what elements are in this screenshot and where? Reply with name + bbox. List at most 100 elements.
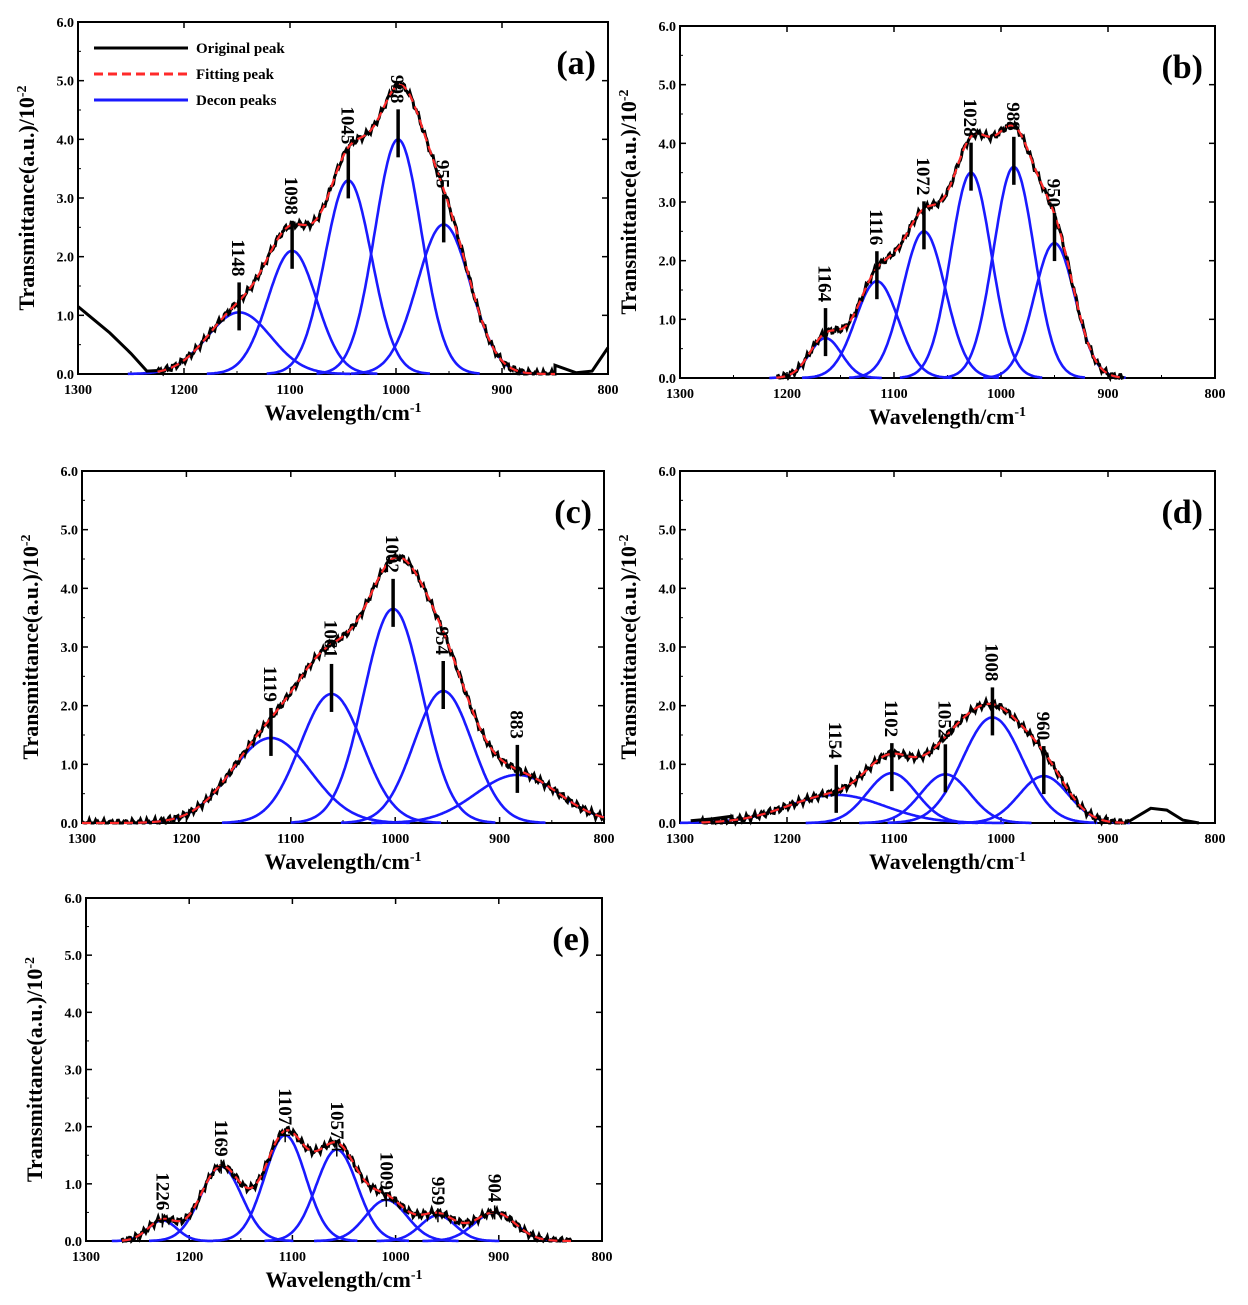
chart-panel-b: 1300 1200 1100 1000 900 800 0.0 1.0 2.0 3.0 4.0 5.0…: [616, 20, 1226, 429]
y-tick-label: 0.0: [65, 1235, 83, 1250]
plot-frame-b: [679, 25, 1216, 379]
x-tick-label: 800: [1205, 387, 1226, 402]
y-tick-label: 0.0: [61, 817, 79, 832]
y-axis-title-sup: -2: [15, 85, 30, 97]
y-tick-label: 3.0: [659, 196, 677, 211]
x-axis-title-sup: -1: [410, 401, 422, 416]
y-tick-label: 0.0: [57, 368, 75, 383]
panel-label-a: (a): [556, 45, 596, 82]
panel-label-d: (d): [1161, 494, 1203, 531]
chart-panel-d: 1300 1200 1100 1000 900 800 0.0 1.0 2.0 3.0 4.0 5.0…: [616, 465, 1226, 874]
x-tick-label: 1300: [666, 387, 694, 402]
y-tick-label: 1.0: [57, 309, 75, 324]
fitting-peak-curve: [82, 556, 605, 825]
y-tick-label: 6.0: [65, 892, 83, 907]
y-axis-title-text: Transmittance(a.u.)/10: [14, 97, 39, 310]
x-axis-title-sup: -1: [1014, 405, 1026, 420]
y-tick-label: 0.0: [659, 372, 677, 387]
y-axis-title-text: Transmittance(a.u.)/10: [616, 101, 641, 314]
y-axis-title: Transmittance(a.u.)/10-2: [18, 534, 43, 759]
peak-label-1154: 1154: [824, 722, 845, 759]
x-axis-title-sup: -1: [410, 850, 422, 865]
x-tick-label: 900: [1098, 832, 1119, 847]
fitting-peak-curve: [157, 83, 555, 376]
chart-panel-c: 1300 1200 1100 1000 900 800 0.0 1.0 2.0 3.0 4.0 5.0…: [18, 465, 615, 874]
x-tick-label: 1100: [880, 387, 907, 402]
x-tick-label: 800: [598, 383, 619, 398]
y-tick-label: 2.0: [61, 700, 79, 715]
peak-label-998: 998: [386, 75, 407, 104]
peak-label-1102: 1102: [880, 700, 901, 737]
y-axis-title-sup: -2: [23, 957, 38, 969]
x-tick-label: 1000: [382, 1250, 410, 1265]
y-tick-label: 1.0: [659, 758, 677, 773]
y-axis-title-text: Transmittance(a.u.)/10: [22, 969, 47, 1182]
peak-label-1008: 1008: [980, 643, 1001, 681]
x-tick-label: 1100: [276, 383, 303, 398]
y-axis-title: Transmittance(a.u.)/10-2: [616, 89, 641, 314]
x-axis-title: Wavelength/cm-1: [869, 849, 1026, 874]
x-tick-label: 800: [1205, 832, 1226, 847]
x-tick-label: 900: [489, 832, 510, 847]
x-axis-title: Wavelength/cm-1: [869, 404, 1026, 429]
x-tick-label: 1200: [175, 1250, 203, 1265]
y-tick-label: 2.0: [659, 700, 677, 715]
y-tick-label: 5.0: [57, 75, 75, 90]
y-tick-label: 4.0: [57, 133, 75, 148]
peak-label-960: 960: [1032, 712, 1053, 741]
x-axis-title-sup: -1: [411, 1268, 423, 1283]
x-tick-label: 1300: [64, 383, 92, 398]
x-tick-label: 1000: [987, 387, 1015, 402]
y-axis-title-sup: -2: [617, 534, 632, 546]
decon-peak-curve-950: [983, 241, 1126, 379]
y-tick-label: 3.0: [57, 192, 75, 207]
peak-label-959: 959: [427, 1177, 448, 1206]
x-tick-label: 800: [592, 1250, 613, 1265]
x-tick-label: 1100: [880, 832, 907, 847]
peak-label-955: 955: [432, 160, 453, 189]
y-tick-label: 1.0: [659, 313, 677, 328]
x-tick-label: 1000: [987, 832, 1015, 847]
y-axis-title-text: Transmittance(a.u.)/10: [18, 546, 43, 759]
peak-label-1061: 1061: [320, 620, 341, 658]
x-axis-title: Wavelength/cm-1: [264, 400, 421, 425]
x-tick-label: 900: [488, 1250, 509, 1265]
peak-label-1009: 1009: [375, 1152, 396, 1190]
y-tick-label: 6.0: [61, 465, 79, 480]
x-tick-label: 1300: [68, 832, 96, 847]
y-tick-label: 1.0: [61, 758, 79, 773]
x-tick-label: 1100: [279, 1250, 306, 1265]
peak-label-1098: 1098: [280, 177, 301, 215]
y-tick-label: 6.0: [659, 465, 677, 480]
y-tick-label: 4.0: [65, 1006, 83, 1021]
y-axis-title-sup: -2: [617, 89, 632, 101]
y-tick-label: 5.0: [61, 524, 79, 539]
x-tick-label: 1000: [381, 832, 409, 847]
x-axis-title-sup: -1: [1014, 850, 1026, 865]
peak-label-1116: 1116: [865, 209, 886, 245]
y-axis-title: Transmittance(a.u.)/10-2: [14, 85, 39, 310]
peak-label-883: 883: [505, 710, 526, 739]
x-tick-label: 1200: [773, 832, 801, 847]
panel-label-c: (c): [554, 494, 592, 531]
y-tick-label: 1.0: [65, 1178, 83, 1193]
decon-peak-curve-955: [350, 223, 537, 375]
y-tick-label: 3.0: [659, 641, 677, 656]
y-tick-label: 5.0: [65, 949, 83, 964]
y-axis-title: Transmittance(a.u.)/10-2: [22, 957, 47, 1182]
peak-label-1002: 1002: [381, 535, 402, 573]
y-tick-label: 4.0: [659, 137, 677, 152]
y-tick-label: 0.0: [659, 817, 677, 832]
peak-label-1169: 1169: [210, 1120, 231, 1157]
decon-peak-curve-1072: [848, 229, 1000, 379]
y-tick-label: 2.0: [57, 251, 75, 266]
fitting-peak-curve: [776, 124, 1125, 379]
x-tick-label: 1300: [72, 1250, 100, 1265]
legend-label-decon: Decon peaks: [196, 93, 277, 109]
x-axis-title: Wavelength/cm-1: [265, 1267, 422, 1292]
x-axis-title-text: Wavelength/cm: [264, 400, 409, 425]
y-tick-label: 5.0: [659, 79, 677, 94]
y-tick-label: 3.0: [65, 1064, 83, 1079]
chart-panel-e: 1300 1200 1100 1000 900 800 0.0 1.0 2.0 3.0 4.0 5.0…: [22, 892, 613, 1292]
